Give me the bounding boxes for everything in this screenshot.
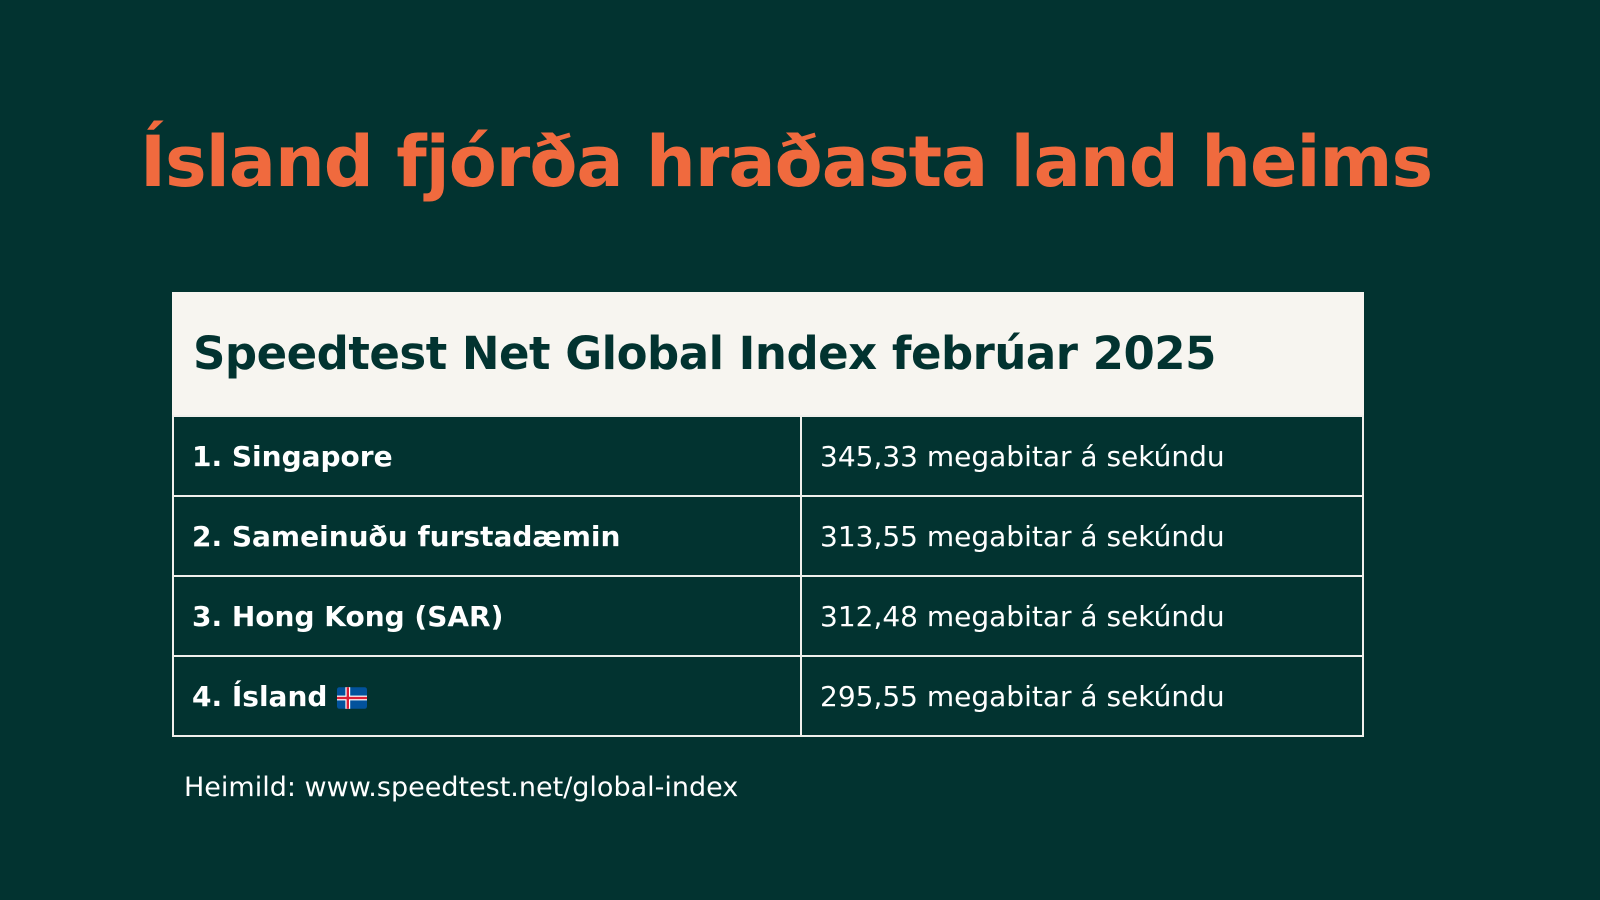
table-header: Speedtest Net Global Index febrúar 2025 — [172, 292, 1364, 415]
country-name: 3. Hong Kong (SAR) — [192, 599, 504, 633]
table-row: 2. Sameinuðu furstadæmin 313,55 megabita… — [172, 495, 1364, 577]
country-cell: 3. Hong Kong (SAR) — [172, 575, 802, 657]
page-title: Ísland fjórða hraðasta land heims — [140, 121, 1433, 203]
speed-cell: 312,48 megabitar á sekúndu — [800, 575, 1364, 657]
speed-cell: 295,55 megabitar á sekúndu — [800, 655, 1364, 737]
source-note: Heimild: www.speedtest.net/global-index — [184, 772, 739, 803]
ranking-table: 1. Singapore 345,33 megabitar á sekúndu … — [172, 415, 1364, 737]
country-cell: 4. Ísland — [172, 655, 802, 737]
iceland-flag-icon — [337, 683, 368, 709]
ranking-table-container: Speedtest Net Global Index febrúar 2025 … — [172, 292, 1364, 737]
table-row: 1. Singapore 345,33 megabitar á sekúndu — [172, 415, 1364, 497]
country-cell: 1. Singapore — [172, 415, 802, 497]
country-name: 2. Sameinuðu furstadæmin — [192, 519, 621, 553]
table-row: 3. Hong Kong (SAR) 312,48 megabitar á se… — [172, 575, 1364, 657]
table-row: 4. Ísland 295,55 megabitar á sekúndu — [172, 655, 1364, 737]
speed-cell: 345,33 megabitar á sekúndu — [800, 415, 1364, 497]
speed-cell: 313,55 megabitar á sekúndu — [800, 495, 1364, 577]
table-header-title: Speedtest Net Global Index febrúar 2025 — [193, 327, 1216, 380]
country-name: 1. Singapore — [192, 439, 393, 473]
country-name: 4. Ísland — [192, 679, 328, 713]
country-cell: 2. Sameinuðu furstadæmin — [172, 495, 802, 577]
